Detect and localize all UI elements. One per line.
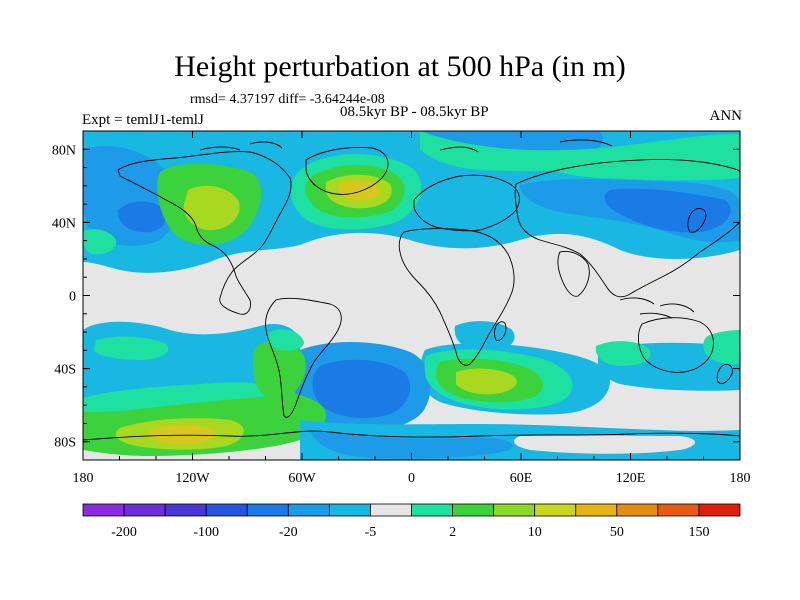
coast-arctic-islands bbox=[199, 139, 613, 153]
map-panel: 180 120W 60W 0 60E 120E 180 80N 40N 0 40S 80S bbox=[52, 130, 751, 486]
contour-sindian-yellowgreen bbox=[456, 368, 517, 395]
colorbar-swatch bbox=[123, 503, 166, 517]
coast-antarctica bbox=[83, 430, 740, 441]
colorbar-swatch bbox=[411, 503, 453, 517]
lat-tick-label: 40N bbox=[52, 216, 76, 231]
colorbar-swatch bbox=[82, 503, 125, 517]
contour-south-lightblue-4 bbox=[454, 321, 515, 352]
coast-south-america bbox=[265, 297, 342, 418]
coast-madagascar bbox=[494, 321, 507, 341]
colorbar-swatch bbox=[698, 503, 741, 517]
colorbar-swatch bbox=[287, 503, 330, 517]
contour-spacific-teal bbox=[83, 382, 280, 412]
contour-natlantic-yellow bbox=[338, 180, 381, 200]
coast-europe bbox=[413, 174, 520, 232]
colorbar-label: 10 bbox=[528, 525, 542, 540]
contour-antarctic-blue bbox=[310, 430, 513, 459]
coast-new-zealand bbox=[716, 363, 733, 385]
contour-samerica-teal bbox=[267, 329, 304, 351]
coastlines bbox=[83, 139, 740, 441]
experiment-label: Expt = temlJ1-temlJ bbox=[82, 112, 204, 128]
colorbar-swatch bbox=[534, 503, 577, 517]
contour-eq-west-teal bbox=[595, 341, 651, 366]
lon-tick-label: 60E bbox=[510, 471, 533, 486]
latitude-labels: 80N 40N 0 40S 80S bbox=[52, 143, 76, 450]
colorbar bbox=[82, 503, 741, 517]
lon-tick-label: 60W bbox=[288, 471, 316, 486]
coast-india bbox=[557, 251, 590, 297]
contour-north-deepblue-1 bbox=[117, 201, 166, 233]
coast-africa bbox=[398, 228, 515, 366]
contour-satlantic-deepblue bbox=[312, 359, 411, 419]
lon-tick-label: 120E bbox=[616, 471, 646, 486]
lat-tick-label: 80S bbox=[54, 436, 76, 451]
longitude-labels: 180 120W 60W 0 60E 120E 180 bbox=[73, 471, 751, 486]
lat-tick-label: 0 bbox=[69, 290, 76, 305]
coast-greenland bbox=[305, 147, 389, 195]
coast-japan bbox=[687, 208, 707, 233]
contour-namerica-yellowgreen bbox=[183, 185, 240, 231]
coast-seasia-islands bbox=[619, 297, 695, 319]
colorbar-label: 50 bbox=[610, 525, 624, 540]
colorbar-label: 150 bbox=[688, 525, 709, 540]
lon-tick-label: 120W bbox=[175, 471, 210, 486]
colorbar-swatch bbox=[452, 503, 495, 517]
colorbar-swatch bbox=[370, 503, 412, 517]
contour-antarctic-grey bbox=[514, 435, 695, 454]
colorbar-swatch bbox=[205, 503, 248, 517]
colorbar-swatch bbox=[493, 503, 536, 517]
lon-tick-label: 0 bbox=[408, 471, 415, 486]
colorbar-swatch bbox=[164, 503, 207, 517]
colorbar-swatch bbox=[246, 503, 289, 517]
colorbar-label: -5 bbox=[365, 525, 377, 540]
colorbar-label: 2 bbox=[449, 525, 456, 540]
season-label: ANN bbox=[709, 108, 743, 124]
colorbar-label: -20 bbox=[279, 525, 298, 540]
colorbar-labels: -200 -100 -20 -5 2 10 50 150 bbox=[111, 525, 709, 540]
colorbar-label: -100 bbox=[193, 525, 219, 540]
period-label: 08.5kyr BP - 08.5kyr BP bbox=[340, 104, 489, 120]
contour-seast-teal bbox=[703, 330, 740, 365]
rmsd-diff-stats: rmsd= 4.37197 diff= -3.64244e-08 bbox=[190, 92, 385, 107]
coast-australia bbox=[637, 317, 714, 373]
coast-asia bbox=[514, 159, 740, 298]
lon-tick-label: 180 bbox=[730, 471, 751, 486]
colorbar-swatch bbox=[616, 503, 659, 517]
colorbar-swatch bbox=[328, 503, 371, 517]
contour-npacific-teal bbox=[83, 229, 117, 255]
contour-eurasia-teal-2 bbox=[545, 156, 740, 181]
colorbar-swatch bbox=[575, 503, 618, 517]
coast-north-america bbox=[117, 151, 292, 315]
contour-eq-pacific-teal bbox=[94, 336, 169, 360]
colorbar-swatch bbox=[657, 503, 700, 517]
lon-tick-label: 180 bbox=[73, 471, 94, 486]
axis-ticks bbox=[82, 130, 741, 461]
lat-tick-label: 40S bbox=[54, 363, 76, 378]
plot-title: Height perturbation at 500 hPa (in m) bbox=[174, 50, 626, 83]
colorbar-label: -200 bbox=[111, 525, 137, 540]
lat-tick-label: 80N bbox=[52, 143, 76, 158]
contour-north-deepblue-2 bbox=[604, 188, 731, 233]
